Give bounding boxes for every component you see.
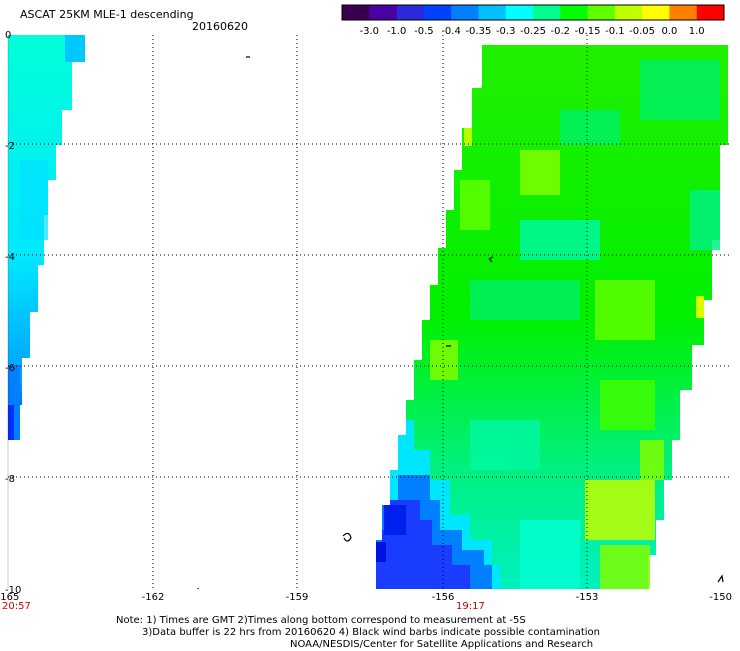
- color-bar-swatch: [505, 5, 534, 20]
- color-bar-tick-label: -1.0: [387, 26, 407, 37]
- left-swath: [8, 35, 85, 440]
- color-bar-swatch: [369, 5, 398, 20]
- color-bar-swatch: [342, 5, 370, 20]
- time-label-right: 19:17: [456, 601, 485, 612]
- longitude-label: -150: [709, 592, 732, 603]
- longitude-label: -159: [286, 592, 309, 603]
- color-bar-tick-label: -0.3: [496, 26, 516, 37]
- color-bar-swatch: [560, 5, 589, 20]
- right-swath: [376, 45, 728, 589]
- color-bar-swatch: [423, 5, 452, 20]
- longitude-label: -162: [142, 592, 165, 603]
- note-line-2: 3)Data buffer is 22 hrs from 20160620 4)…: [142, 627, 600, 638]
- longitude-label: -156: [432, 592, 455, 603]
- color-bar-swatch: [451, 5, 479, 20]
- color-bar-tick-label: -0.05: [629, 26, 655, 37]
- color-bar-tick-label: -0.5: [414, 26, 434, 37]
- map-title: ASCAT 25KM MLE-1 descending: [20, 8, 194, 21]
- time-label-left: 20:57: [2, 601, 31, 612]
- color-bar-boxes: [341, 4, 725, 21]
- color-bar-tick-label: -0.35: [465, 26, 491, 37]
- color-bar-tick-label: -0.2: [551, 26, 571, 37]
- color-bar-swatch: [587, 5, 616, 20]
- color-bar-tick-label: 1.0: [689, 26, 705, 37]
- latitude-label: -2: [5, 141, 15, 152]
- color-bar-tick-label: -3.0: [360, 26, 380, 37]
- latitude-label: 0: [5, 30, 11, 41]
- longitude-label: -153: [576, 592, 599, 603]
- color-bar-swatch: [642, 5, 670, 20]
- color-bar-frame: [341, 4, 725, 21]
- color-bar-swatch: [614, 5, 643, 20]
- color-bar-tick-label: -0.1: [605, 26, 625, 37]
- color-bar-swatch: [696, 5, 725, 20]
- map-gridlines: [8, 35, 732, 589]
- latitude-labels: 0 -2 -4 -6 -8 -10: [5, 30, 21, 596]
- note-line-3: NOAA/NESDIS/Center for Satellite Applica…: [290, 639, 594, 650]
- color-bar-swatch: [669, 5, 698, 20]
- latitude-label: -6: [5, 363, 15, 374]
- latitude-label: -10: [5, 585, 21, 596]
- latitude-label: -8: [5, 474, 15, 485]
- color-bar-labels: -3.0 -1.0 -0.5 -0.4 -0.35 -0.3 -0.25 -0.2 -0.15-…: [360, 26, 705, 37]
- longitude-labels: -165 -162 -159 -156 -153 -150: [0, 592, 732, 603]
- color-bar-swatch: [396, 5, 425, 20]
- color-bar: -3.0 -1.0 -0.5 -0.4 -0.35 -0.3 -0.25 -0.2 -0.15-…: [341, 4, 725, 37]
- color-bar-tick-label: -0.25: [520, 26, 546, 37]
- note-line-1: Note: 1) Times are GMT 2)Times along bot…: [116, 615, 526, 626]
- color-bar-tick-label: -0.4: [441, 26, 461, 37]
- wind-barbs: [197, 56, 724, 589]
- latitude-label: -4: [5, 252, 15, 263]
- color-bar-tick-label: 0.0: [661, 26, 677, 37]
- color-bar-swatch: [478, 5, 507, 20]
- color-bar-swatch: [533, 5, 561, 20]
- map-date: 20160620: [192, 20, 248, 33]
- longitude-label: -165: [0, 592, 19, 603]
- color-bar-tick-label: -0.15: [575, 26, 601, 37]
